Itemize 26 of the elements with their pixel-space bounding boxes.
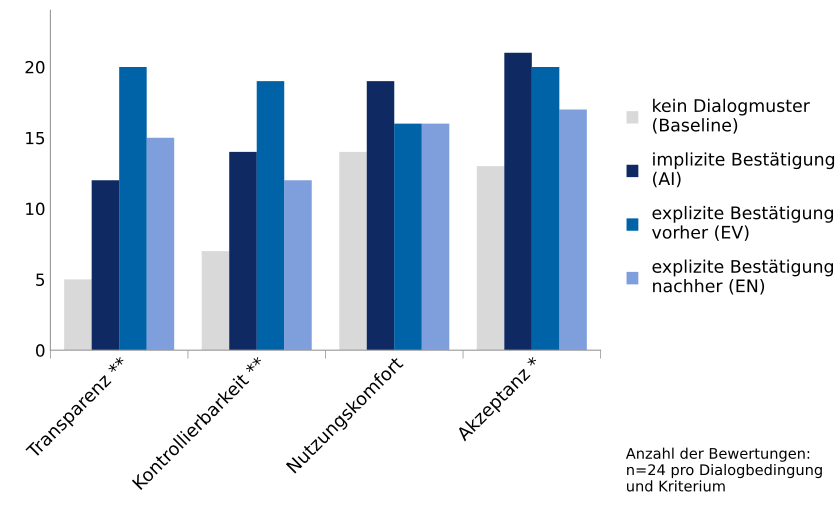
bar xyxy=(229,152,257,350)
bar xyxy=(504,52,532,350)
bar xyxy=(284,180,312,350)
bar xyxy=(476,166,504,350)
bar xyxy=(339,152,367,350)
bar xyxy=(422,124,450,350)
y-tick-label: 0 xyxy=(36,344,44,357)
text: Anzahl der Bewertungen: n=24 pro Dialogbedingung und Kriterium xyxy=(626,448,822,492)
bar xyxy=(146,138,174,350)
bar xyxy=(532,66,560,350)
y-tick-label: 20 xyxy=(26,60,44,74)
y-tick-label: 5 xyxy=(36,274,44,286)
y-tick-label: 15 xyxy=(26,132,44,144)
legend-label: kein Dialogmuster (Baseline) xyxy=(653,98,810,134)
bar xyxy=(394,124,422,350)
bar xyxy=(92,180,120,350)
bar xyxy=(202,251,230,350)
bar xyxy=(366,81,394,350)
bar xyxy=(256,81,284,350)
bar xyxy=(119,66,147,350)
legend-label: explizite Bestätigung vorher (EV) xyxy=(652,206,833,241)
bar xyxy=(64,279,92,350)
legend-label: implizite Bestätigung (AI) xyxy=(653,152,834,188)
bar xyxy=(559,109,587,350)
legend-label: explizite Bestätigung nachher (EN) xyxy=(652,260,833,294)
y-tick-label: 10 xyxy=(26,202,44,216)
